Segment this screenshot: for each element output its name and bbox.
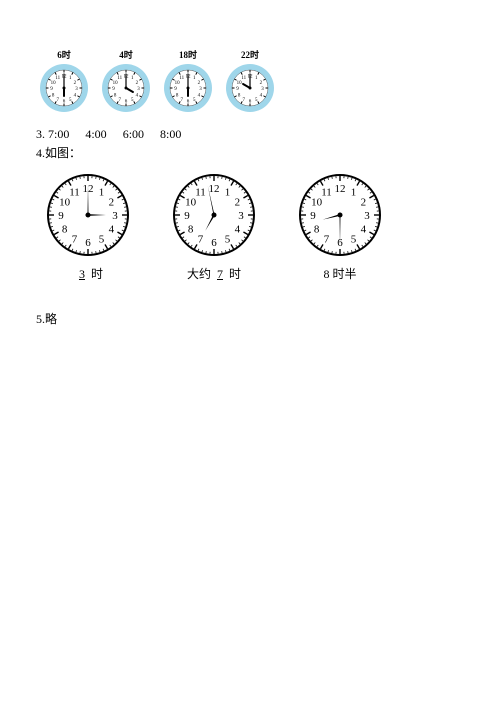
svg-text:5: 5 <box>99 233 105 245</box>
svg-text:1: 1 <box>225 187 231 199</box>
q4-prefix: 4. <box>36 146 45 160</box>
top-clock: 4时 121234567891011 <box>98 48 154 113</box>
svg-text:6: 6 <box>211 237 217 249</box>
svg-text:11: 11 <box>55 76 60 81</box>
svg-text:11: 11 <box>69 187 80 199</box>
top-clock-label: 6时 <box>57 48 71 61</box>
answer-blank: 7 <box>211 267 229 281</box>
svg-text:9: 9 <box>58 210 64 222</box>
top-clock-label: 18时 <box>179 48 197 61</box>
svg-text:11: 11 <box>117 76 122 81</box>
svg-text:2: 2 <box>361 197 367 209</box>
svg-text:7: 7 <box>198 233 204 245</box>
svg-text:1: 1 <box>99 187 105 199</box>
svg-text:3: 3 <box>364 210 370 222</box>
svg-text:4: 4 <box>109 224 115 236</box>
top-clock-label: 4时 <box>119 48 133 61</box>
clock-icon: 121234567891011 <box>39 63 89 113</box>
svg-text:4: 4 <box>361 224 367 236</box>
q3-time: 6:00 <box>123 127 144 142</box>
question-4: 4.如图： <box>36 144 464 161</box>
clock-icon: 121234567891011 <box>163 63 213 113</box>
q5-text: 略 <box>45 312 57 326</box>
svg-text:4: 4 <box>235 224 241 236</box>
mid-clock-label: 3时 <box>73 265 103 282</box>
svg-text:8: 8 <box>314 224 320 236</box>
mid-clock-row: 1212345678910113时121234567891011大约7时1212… <box>38 169 464 282</box>
svg-text:11: 11 <box>241 76 246 81</box>
svg-text:9: 9 <box>184 210 190 222</box>
svg-text:11: 11 <box>321 187 332 199</box>
svg-text:10: 10 <box>51 81 57 86</box>
svg-text:7: 7 <box>72 233 78 245</box>
mid-clock: 1212345678910113时 <box>38 169 138 282</box>
svg-text:8: 8 <box>62 224 68 236</box>
top-clock: 18时 121234567891011 <box>160 48 216 113</box>
mid-clock-label: 大约7时 <box>187 265 241 282</box>
svg-text:10: 10 <box>237 81 243 86</box>
top-clock: 22时 121234567891011 <box>222 48 278 113</box>
mid-clock: 121234567891011大约7时 <box>164 169 264 282</box>
clock-icon: 121234567891011 <box>225 63 275 113</box>
svg-text:2: 2 <box>235 197 241 209</box>
svg-text:3: 3 <box>112 210 118 222</box>
clock-icon: 121234567891011 <box>294 169 386 261</box>
svg-text:3: 3 <box>238 210 244 222</box>
top-clock-row: 6时 121234567891011 4时 121234567891011 18时 121… <box>36 48 464 113</box>
svg-text:10: 10 <box>113 81 119 86</box>
svg-text:6: 6 <box>85 237 91 249</box>
svg-text:1: 1 <box>351 187 357 199</box>
mid-clock: 1212345678910118 时半 <box>290 169 390 282</box>
svg-text:6: 6 <box>337 237 343 249</box>
svg-text:11: 11 <box>179 76 184 81</box>
svg-text:7: 7 <box>324 233 330 245</box>
svg-text:5: 5 <box>225 233 231 245</box>
q3-time: 4:00 <box>85 127 106 142</box>
svg-text:2: 2 <box>109 197 115 209</box>
question-3: 3. 7:00 4:00 6:00 8:00 <box>36 127 464 142</box>
svg-text:12: 12 <box>335 183 346 195</box>
svg-text:10: 10 <box>175 81 181 86</box>
clock-icon: 121234567891011 <box>168 169 260 261</box>
q5-prefix: 5. <box>36 312 45 326</box>
top-clock-label: 22时 <box>241 48 259 61</box>
q4-text: 如图： <box>45 146 81 160</box>
q3-time: 8:00 <box>160 127 181 142</box>
clock-icon: 121234567891011 <box>101 63 151 113</box>
answer-blank: 3 <box>73 267 91 281</box>
svg-text:5: 5 <box>351 233 357 245</box>
svg-text:11: 11 <box>195 187 206 199</box>
question-5: 5.略 <box>36 310 464 327</box>
svg-text:9: 9 <box>310 210 316 222</box>
svg-text:12: 12 <box>209 183 220 195</box>
clock-icon: 121234567891011 <box>42 169 134 261</box>
mid-clock-label: 8 时半 <box>323 265 356 282</box>
top-clock: 6时 121234567891011 <box>36 48 92 113</box>
q3-prefix: 3. 7:00 <box>36 127 69 142</box>
svg-text:8: 8 <box>188 224 194 236</box>
